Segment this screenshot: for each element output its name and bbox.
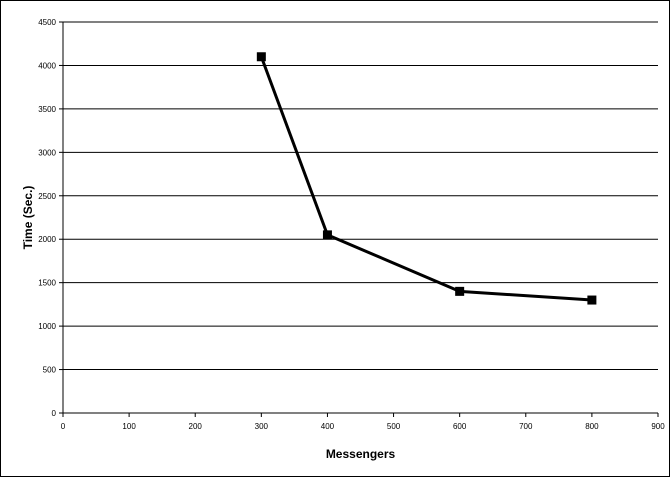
- x-tick-labels: 0 100 200 300 400 500 600 700 800 900: [61, 422, 665, 431]
- y-tick-label: 4000: [38, 61, 56, 70]
- y-axis-title: Time (Sec.): [21, 186, 35, 250]
- y-tick-label: 2500: [38, 192, 56, 201]
- x-tick-label: 500: [387, 422, 401, 431]
- x-axis-title: Messengers: [326, 447, 396, 461]
- x-tick-label: 400: [321, 422, 335, 431]
- x-tick-label: 200: [189, 422, 203, 431]
- y-tick-label: 2000: [38, 235, 56, 244]
- series-line-0: [259, 56, 592, 302]
- x-tick-label: 100: [122, 422, 136, 431]
- x-tick-label: 0: [61, 422, 66, 431]
- data-point: [322, 230, 332, 240]
- axes: [59, 21, 659, 417]
- x-tick-label: 800: [585, 422, 599, 431]
- data-point: [587, 295, 597, 305]
- y-tick-label: 4500: [38, 18, 56, 27]
- y-tick-labels: 0 500 1000 1500 2000 2500 3000 3500 4000 4500: [38, 18, 56, 418]
- x-tick-label: 300: [255, 422, 269, 431]
- y-tick-label: 0: [52, 409, 57, 418]
- y-tick-label: 1000: [38, 322, 56, 331]
- series-group: [256, 52, 597, 305]
- y-tick-label: 1500: [38, 279, 56, 288]
- x-tick-label: 900: [651, 422, 665, 431]
- gridlines: [63, 21, 658, 371]
- data-point: [256, 52, 266, 62]
- x-tick-label: 700: [519, 422, 533, 431]
- x-tick-label: 600: [453, 422, 467, 431]
- y-tick-label: 500: [43, 366, 57, 375]
- data-point: [455, 286, 465, 296]
- y-tick-label: 3000: [38, 148, 56, 157]
- y-tick-label: 3500: [38, 105, 56, 114]
